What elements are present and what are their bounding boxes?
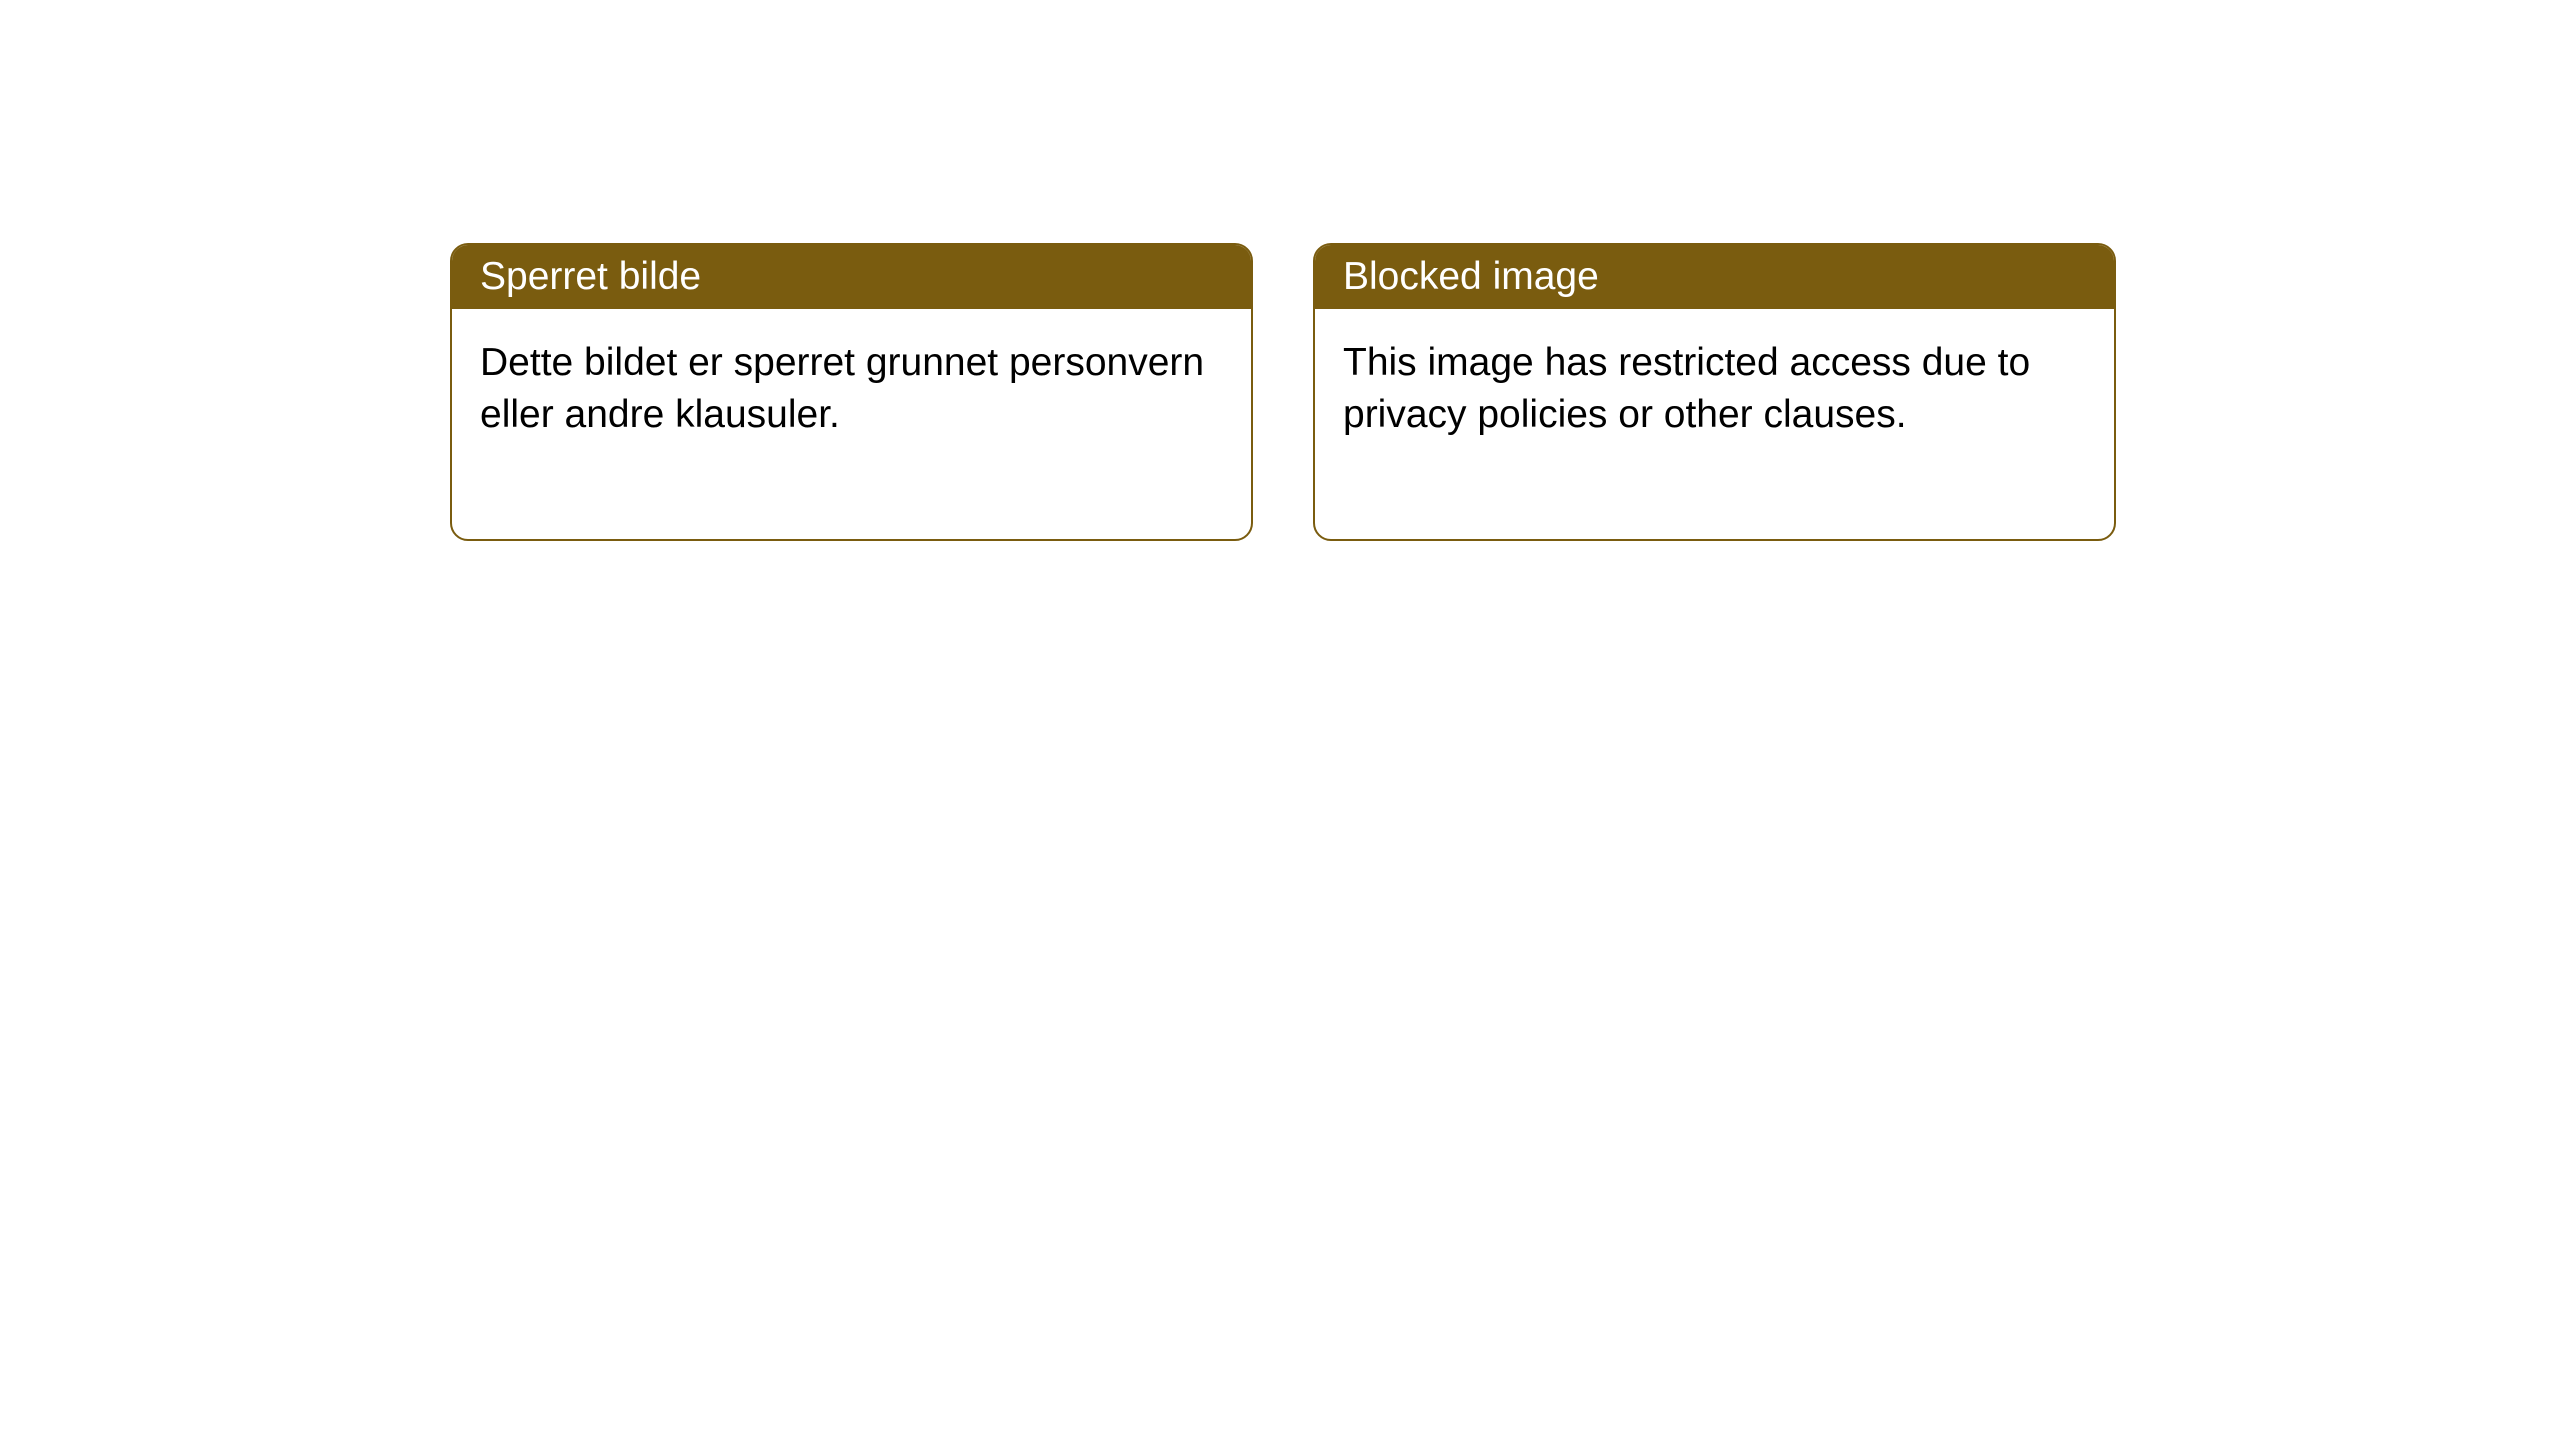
- card-body-text: This image has restricted access due to …: [1343, 341, 2030, 436]
- blocked-image-card-en: Blocked image This image has restricted …: [1313, 243, 2116, 541]
- card-header: Blocked image: [1315, 245, 2114, 309]
- card-body: This image has restricted access due to …: [1315, 309, 2114, 539]
- card-title: Blocked image: [1343, 255, 1599, 298]
- card-header: Sperret bilde: [452, 245, 1251, 309]
- blocked-image-card-no: Sperret bilde Dette bildet er sperret gr…: [450, 243, 1253, 541]
- card-container: Sperret bilde Dette bildet er sperret gr…: [0, 0, 2560, 541]
- card-title: Sperret bilde: [480, 255, 701, 298]
- card-body-text: Dette bildet er sperret grunnet personve…: [480, 341, 1204, 436]
- card-body: Dette bildet er sperret grunnet personve…: [452, 309, 1251, 539]
